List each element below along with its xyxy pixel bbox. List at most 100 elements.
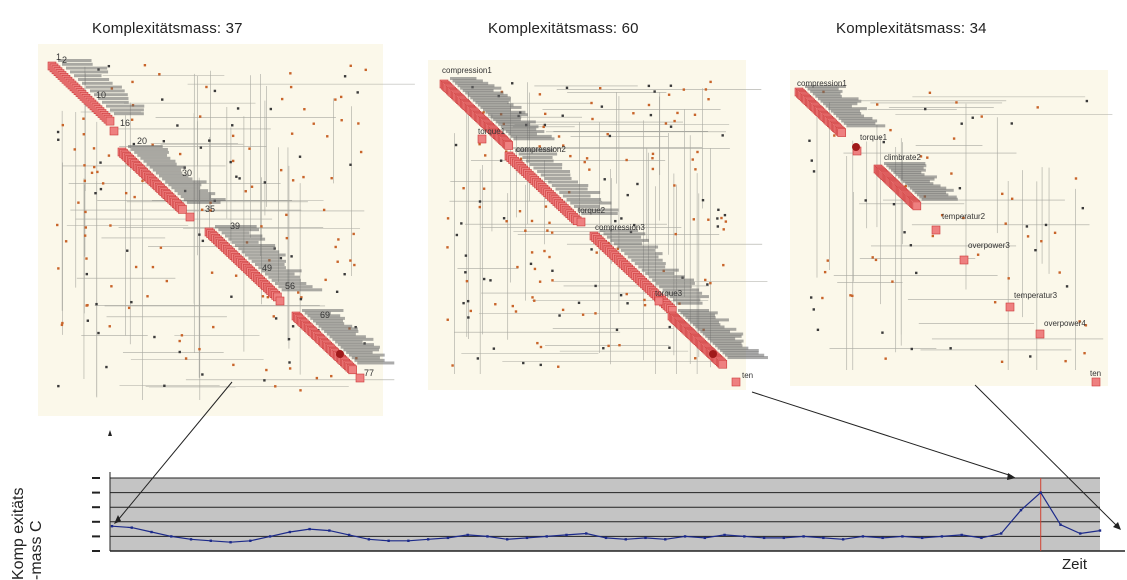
- matrix-dot: [356, 91, 359, 94]
- matrix-dot: [289, 85, 293, 89]
- series-point: [683, 535, 687, 538]
- series-point: [545, 535, 548, 538]
- matrix-node-label: overpower4: [1044, 319, 1086, 328]
- matrix-node-label-blur: [258, 266, 286, 270]
- matrix-dot: [466, 299, 470, 303]
- series-point: [604, 536, 608, 540]
- matrix-dot: [1010, 122, 1013, 125]
- matrix-dot: [272, 315, 275, 318]
- matrix-node-label-blur: [570, 201, 612, 205]
- matrix-node-label-blur: [462, 89, 494, 93]
- matrix-dot: [557, 135, 561, 138]
- matrix-dot: [297, 291, 300, 294]
- callout-arrowhead-2: [1007, 473, 1016, 480]
- matrix-dot: [516, 265, 519, 269]
- matrix-dot: [692, 218, 695, 221]
- matrix-node-label-blur: [238, 247, 276, 251]
- matrix-node-label-blur: [225, 234, 263, 238]
- matrix-dot: [231, 124, 234, 127]
- series-point: [130, 526, 133, 529]
- matrix-node-label-blur: [146, 162, 177, 166]
- matrix-dot: [1058, 271, 1061, 274]
- matrix-dot: [716, 217, 719, 220]
- matrix-dot: [643, 303, 647, 307]
- matrix-dot: [594, 284, 597, 288]
- callout-arrow-1: [117, 381, 233, 521]
- matrix-node: [718, 359, 728, 369]
- matrix-dot: [163, 384, 166, 387]
- matrix-dot: [130, 300, 133, 304]
- matrix-dot: [1044, 223, 1048, 227]
- matrix-dot: [562, 144, 565, 147]
- matrix-dot: [518, 210, 522, 213]
- matrix-node-label: 30: [182, 168, 192, 178]
- matrix-dot: [505, 220, 508, 223]
- matrix-dot: [625, 158, 628, 162]
- matrix-node: [109, 126, 119, 136]
- matrix-dot: [590, 248, 593, 251]
- matrix-dot: [339, 95, 343, 99]
- matrix-node-label-blur: [712, 341, 742, 345]
- matrix-node-label-blur: [807, 87, 839, 91]
- matrix-dot: [608, 134, 612, 138]
- matrix-dot: [1036, 106, 1039, 109]
- matrix-dot: [303, 108, 306, 111]
- matrix-dot: [548, 255, 551, 259]
- matrix-dot: [669, 125, 673, 128]
- matrix-node-label-blur: [673, 298, 701, 302]
- matrix-dot: [529, 262, 533, 266]
- matrix-dot: [146, 295, 149, 298]
- matrix-dot: [595, 251, 598, 254]
- matrix-dot: [909, 244, 913, 247]
- matrix-dot: [299, 389, 302, 392]
- matrix-dot: [464, 254, 468, 257]
- series-point: [762, 536, 766, 540]
- matrix-dot: [1026, 235, 1030, 238]
- matrix-node-label-blur: [498, 122, 531, 126]
- matrix-node-label-blur: [610, 238, 649, 242]
- matrix-dot: [159, 246, 163, 249]
- matrix-node-label-blur: [457, 84, 495, 88]
- series-point: [703, 536, 706, 540]
- matrix-dot: [60, 323, 64, 327]
- matrix-dot: [231, 134, 235, 138]
- matrix-dot: [263, 379, 266, 382]
- matrix-node-label-blur: [241, 250, 280, 254]
- matrix-dot: [165, 279, 169, 283]
- matrix-node-label-blur: [315, 322, 345, 326]
- matrix-dot: [343, 75, 347, 78]
- matrix-dot: [647, 103, 651, 107]
- matrix-node-label-blur: [74, 74, 102, 78]
- matrix-node-label-blur: [513, 137, 555, 141]
- matrix-node: [275, 296, 285, 306]
- series-point: [466, 533, 469, 537]
- matrix-dot: [336, 260, 339, 263]
- matrix-dot: [651, 167, 655, 171]
- matrix-dot: [1001, 192, 1004, 196]
- matrix-dot: [494, 303, 497, 306]
- series-point: [189, 538, 193, 541]
- matrix-node-label-blur: [687, 318, 729, 322]
- matrix-dot: [707, 98, 710, 101]
- matrix-node-label-blur: [652, 278, 695, 282]
- matrix-node-label-blur: [662, 288, 699, 292]
- matrix-dot: [1084, 324, 1088, 327]
- y-axis-label-line-1: Komp exitäts: [10, 487, 27, 580]
- series-point: [822, 536, 825, 540]
- matrix-node-label-blur: [313, 319, 344, 323]
- matrix-dot: [674, 232, 677, 236]
- matrix-dot: [288, 361, 291, 364]
- matrix-node-label-blur: [817, 97, 859, 101]
- matrix-node-label: 16: [120, 118, 130, 128]
- matrix-panel-3: [790, 70, 1108, 386]
- matrix-dot: [178, 350, 181, 354]
- matrix-node-label-blur: [351, 356, 380, 360]
- matrix-dot: [484, 154, 487, 157]
- matrix-node-label-blur: [310, 316, 345, 320]
- matrix-node-label-blur: [159, 174, 189, 178]
- matrix-dot: [349, 64, 352, 68]
- matrix-dot: [96, 170, 99, 174]
- matrix-node-label-blur: [251, 259, 287, 263]
- matrix-dot: [124, 191, 128, 195]
- matrix-dot: [462, 301, 465, 305]
